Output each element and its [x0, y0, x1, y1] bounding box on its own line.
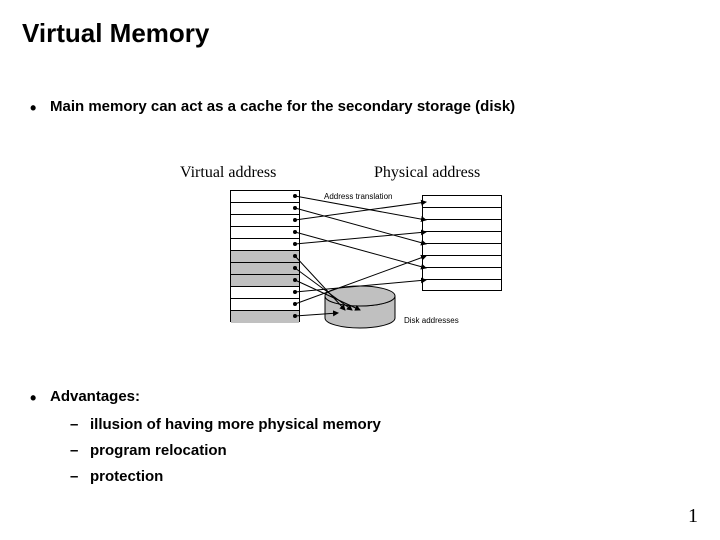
physical-table-row — [423, 208, 501, 220]
physical-table-row — [423, 244, 501, 256]
physical-table-row — [423, 220, 501, 232]
physical-address-table — [422, 195, 502, 291]
disk-addresses-label: Disk addresses — [404, 316, 459, 325]
diagram-svg — [0, 0, 720, 540]
virtual-table-row — [231, 299, 299, 311]
virtual-table-row — [231, 215, 299, 227]
virtual-address-table — [230, 190, 300, 322]
sub-bullet-2: program relocation — [90, 442, 227, 459]
virtual-table-row — [231, 191, 299, 203]
physical-address-label: Physical address — [374, 164, 480, 182]
virtual-table-row — [231, 227, 299, 239]
virtual-table-row — [231, 251, 299, 263]
slide-title: Virtual Memory — [22, 18, 209, 49]
physical-table-row — [423, 196, 501, 208]
page-number: 1 — [688, 505, 698, 528]
virtual-table-row — [231, 287, 299, 299]
virtual-table-row — [231, 239, 299, 251]
sub-bullet-1: illusion of having more physical memory — [90, 416, 381, 433]
virtual-table-row — [231, 263, 299, 275]
virtual-address-label: Virtual address — [180, 164, 276, 182]
virtual-table-row — [231, 311, 299, 323]
virtual-table-row — [231, 275, 299, 287]
sub-bullet-3: protection — [90, 468, 163, 485]
physical-table-row — [423, 256, 501, 268]
virtual-table-row — [231, 203, 299, 215]
physical-table-row — [423, 232, 501, 244]
physical-table-row — [423, 280, 501, 292]
address-translation-label: Address translation — [324, 192, 392, 201]
physical-table-row — [423, 268, 501, 280]
bullet-main-1: Main memory can act as a cache for the s… — [50, 98, 515, 115]
bullet-advantages: Advantages: — [50, 388, 140, 405]
